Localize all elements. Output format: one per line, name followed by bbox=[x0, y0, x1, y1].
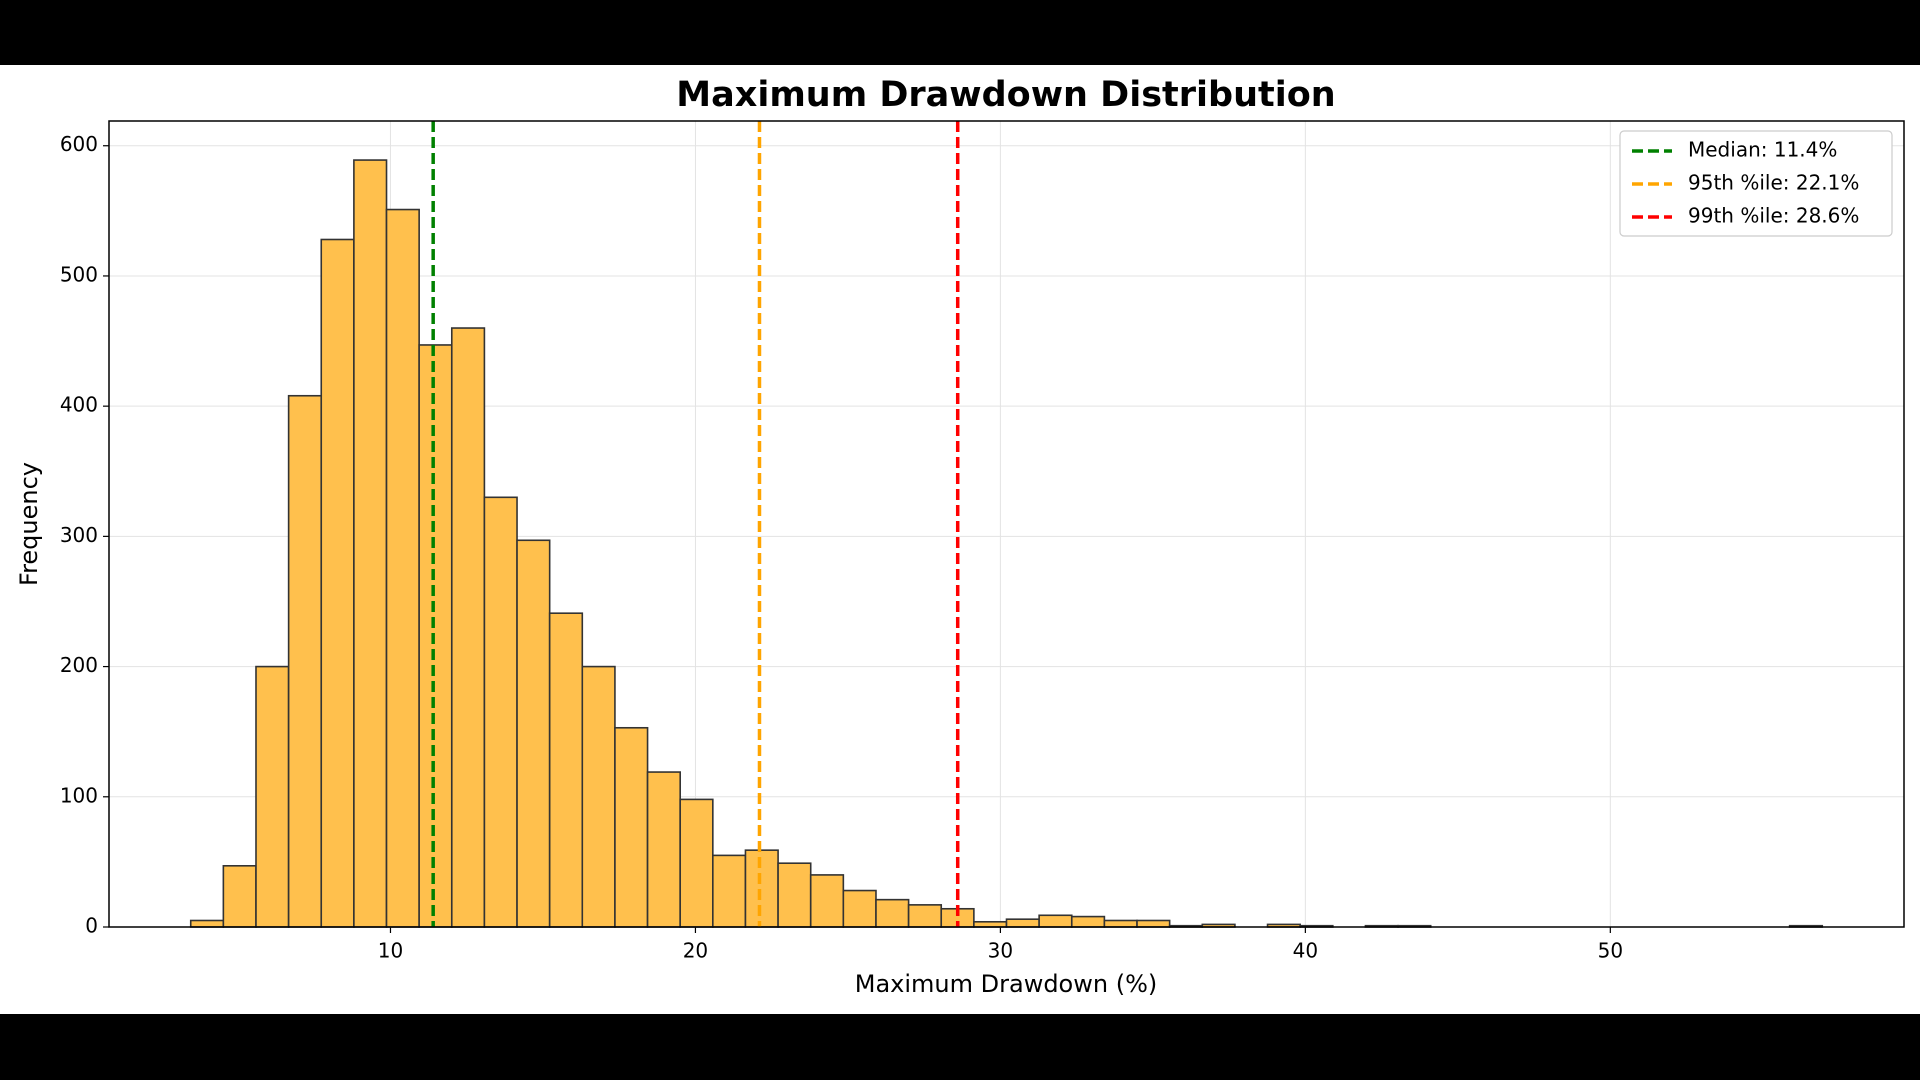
x-tick-label: 10 bbox=[378, 939, 403, 963]
histogram-bar bbox=[777, 862, 812, 928]
histogram-bar bbox=[875, 898, 910, 928]
legend: Median: 11.4% 95th %ile: 22.1% 99th %ile: … bbox=[1619, 130, 1893, 237]
plot-frame bbox=[108, 120, 1905, 928]
histogram-bar bbox=[581, 665, 616, 928]
y-tick-label: 500 bbox=[60, 262, 98, 286]
x-tick-label: 40 bbox=[1293, 939, 1318, 963]
legend-label: 95th %ile: 22.1% bbox=[1688, 171, 1859, 195]
histogram-bar bbox=[418, 344, 453, 928]
histogram-bar bbox=[287, 394, 323, 928]
histogram-bar bbox=[189, 919, 225, 928]
histogram-bar bbox=[1103, 919, 1138, 928]
x-tick-label: 30 bbox=[988, 939, 1013, 963]
histogram-bar bbox=[646, 771, 681, 928]
histogram-bar bbox=[548, 612, 584, 928]
histogram-bar bbox=[712, 854, 747, 928]
legend-label: Median: 11.4% bbox=[1688, 138, 1837, 162]
legend-box bbox=[1619, 130, 1893, 237]
histogram-bar bbox=[353, 159, 388, 928]
y-tick-label: 0 bbox=[85, 914, 98, 938]
histogram-bar bbox=[1038, 914, 1073, 928]
histogram-bar bbox=[973, 920, 1008, 928]
histogram-bar bbox=[907, 904, 943, 928]
histogram-bar bbox=[614, 726, 649, 928]
histogram-bar bbox=[255, 665, 290, 928]
y-tick-label: 100 bbox=[60, 783, 98, 807]
x-axis-label: Maximum Drawdown (%) bbox=[855, 970, 1157, 998]
x-tick-label: 50 bbox=[1598, 939, 1623, 963]
histogram-bar bbox=[679, 798, 714, 928]
histogram-bar bbox=[809, 874, 845, 928]
histogram-bar bbox=[516, 539, 551, 928]
histogram-bar bbox=[483, 496, 518, 928]
histogram-bar bbox=[222, 865, 257, 928]
y-tick-label: 300 bbox=[60, 523, 98, 547]
histogram-bar bbox=[385, 208, 420, 928]
legend-label: 99th %ile: 28.6% bbox=[1688, 204, 1859, 228]
y-tick-label: 400 bbox=[60, 393, 98, 417]
y-tick-label: 600 bbox=[60, 132, 98, 156]
y-axis-label: Frequency bbox=[15, 462, 43, 586]
histogram-bar bbox=[1136, 919, 1171, 928]
chart-title: Maximum Drawdown Distribution bbox=[676, 75, 1335, 115]
histogram-bar bbox=[842, 889, 877, 928]
histogram-bar bbox=[450, 327, 486, 928]
y-tick-label: 200 bbox=[60, 653, 98, 677]
histogram-bar bbox=[744, 849, 779, 928]
x-tick-label: 20 bbox=[683, 939, 708, 963]
histogram-bar bbox=[1070, 915, 1106, 928]
histogram-bar bbox=[1005, 918, 1040, 928]
histogram-bar bbox=[320, 238, 355, 928]
